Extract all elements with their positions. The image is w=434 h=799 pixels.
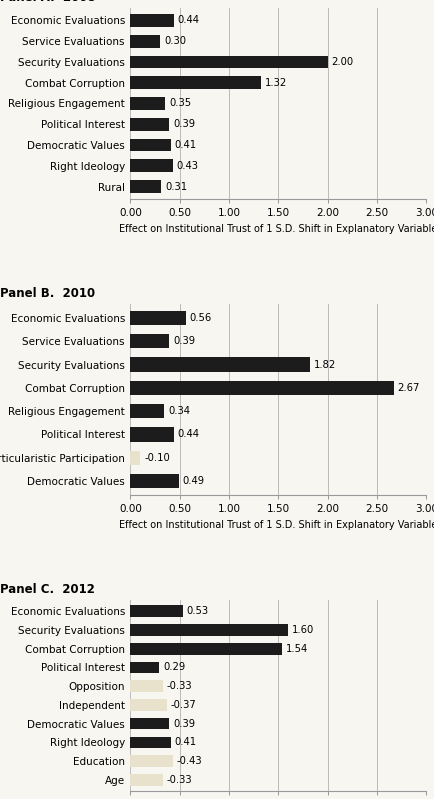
Bar: [130, 681, 163, 692]
Text: 2.67: 2.67: [397, 383, 419, 393]
Bar: [130, 14, 174, 27]
Bar: [130, 718, 168, 729]
Text: 1.82: 1.82: [313, 360, 335, 370]
Text: 0.39: 0.39: [172, 718, 194, 729]
Text: 0.49: 0.49: [182, 476, 204, 486]
Bar: [130, 404, 164, 419]
Text: 0.41: 0.41: [174, 737, 197, 747]
Bar: [130, 97, 164, 110]
Bar: [130, 357, 309, 372]
Text: 0.29: 0.29: [163, 662, 185, 673]
X-axis label: Effect on Institutional Trust of 1 S.D. Shift in Explanatory Variable: Effect on Institutional Trust of 1 S.D. …: [119, 224, 434, 233]
Text: 0.39: 0.39: [172, 336, 194, 346]
Bar: [130, 159, 172, 173]
Bar: [130, 427, 174, 442]
Bar: [130, 662, 159, 674]
Text: -0.33: -0.33: [167, 682, 192, 691]
Text: 0.31: 0.31: [164, 181, 187, 192]
Text: 0.56: 0.56: [189, 313, 211, 323]
Bar: [130, 643, 282, 654]
Bar: [130, 774, 163, 785]
Text: 0.34: 0.34: [168, 406, 190, 416]
Text: 1.60: 1.60: [292, 625, 314, 635]
Text: -0.43: -0.43: [177, 756, 202, 766]
Text: 0.44: 0.44: [178, 429, 199, 439]
Text: 1.32: 1.32: [264, 78, 286, 88]
Bar: [130, 55, 327, 69]
Text: 0.41: 0.41: [174, 140, 197, 150]
Bar: [130, 138, 171, 152]
Text: 0.35: 0.35: [168, 98, 191, 109]
Text: 0.53: 0.53: [186, 606, 208, 616]
Text: 0.43: 0.43: [177, 161, 198, 171]
Bar: [130, 451, 140, 465]
Bar: [130, 35, 160, 48]
Text: 1.54: 1.54: [286, 644, 308, 654]
Text: 0.44: 0.44: [178, 15, 199, 26]
Text: Panel C.  2012: Panel C. 2012: [0, 583, 95, 596]
X-axis label: Effect on Institutional Trust of 1 S.D. Shift in Explanatory Variable: Effect on Institutional Trust of 1 S.D. …: [119, 519, 434, 530]
Text: 0.39: 0.39: [172, 119, 194, 129]
Bar: [130, 180, 161, 193]
Text: 2.00: 2.00: [331, 57, 353, 67]
Text: 0.30: 0.30: [164, 36, 186, 46]
Bar: [130, 334, 168, 348]
Text: -0.37: -0.37: [171, 700, 196, 710]
Bar: [130, 737, 171, 748]
Text: Panel A.  2008: Panel A. 2008: [0, 0, 95, 4]
Bar: [130, 606, 182, 617]
Bar: [130, 699, 167, 710]
Bar: [130, 311, 185, 325]
Bar: [130, 117, 168, 131]
Text: -0.10: -0.10: [144, 453, 170, 463]
Bar: [130, 380, 393, 395]
Bar: [130, 76, 260, 89]
Text: Panel B.  2010: Panel B. 2010: [0, 287, 95, 300]
Bar: [130, 474, 178, 488]
Bar: [130, 755, 172, 767]
Text: -0.33: -0.33: [167, 775, 192, 785]
Bar: [130, 624, 288, 636]
